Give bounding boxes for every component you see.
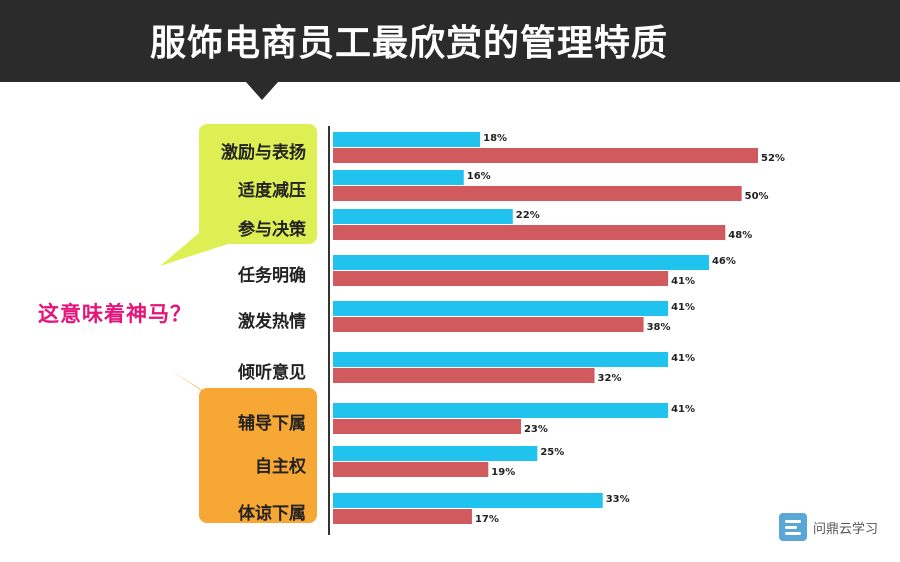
data-label-series-1-3: 22%	[516, 210, 540, 221]
data-label-series-2-9: 17%	[475, 514, 499, 525]
data-label-series-1-5: 41%	[671, 302, 695, 313]
bar-series-2-2	[333, 186, 742, 201]
callout-green	[199, 124, 317, 244]
data-label-series-1-2: 16%	[467, 171, 491, 182]
category-label-1: 激励与表扬	[221, 143, 306, 163]
bar-series-2-4	[333, 271, 669, 286]
bar-series-1-9	[333, 493, 603, 508]
category-label-8: 自主权	[255, 457, 306, 477]
bar-series-1-3	[333, 209, 513, 224]
data-label-series-1-9: 33%	[606, 494, 630, 505]
bar-series-2-1	[333, 148, 758, 163]
data-label-series-2-1: 52%	[761, 153, 785, 164]
bar-series-2-7	[333, 419, 521, 434]
bar-series-1-8	[333, 446, 538, 461]
logo-text: 问鼎云学习	[813, 521, 879, 537]
category-label-6: 倾听意见	[238, 363, 306, 383]
data-label-series-2-4: 41%	[671, 276, 695, 287]
page-title: 服饰电商员工最欣赏的管理特质	[150, 23, 669, 64]
logo-icon	[779, 513, 807, 541]
data-label-series-1-6: 41%	[671, 353, 695, 364]
data-label-series-1-4: 46%	[712, 256, 736, 267]
bar-series-1-5	[333, 301, 669, 316]
category-label-7: 辅导下属	[238, 414, 306, 434]
bar-series-1-1	[333, 132, 481, 147]
category-label-9: 体谅下属	[238, 504, 306, 524]
bar-series-1-2	[333, 170, 464, 185]
bar-series-2-6	[333, 368, 595, 383]
data-label-series-2-5: 38%	[647, 322, 671, 333]
data-label-series-2-3: 48%	[728, 230, 752, 241]
data-label-series-2-2: 50%	[745, 191, 769, 202]
bar-series-2-8	[333, 462, 489, 477]
bar-series-1-6	[333, 352, 669, 367]
category-label-3: 参与决策	[238, 220, 306, 240]
data-label-series-2-7: 23%	[524, 424, 548, 435]
data-label-series-2-8: 19%	[491, 467, 515, 478]
title-bar-pointer	[246, 82, 278, 100]
bar-series-2-5	[333, 317, 644, 332]
category-label-2: 适度减压	[238, 181, 306, 201]
title-bar: 服饰电商员工最欣赏的管理特质	[0, 0, 900, 82]
logo: 问鼎云学习	[779, 513, 878, 541]
bar-series-1-4	[333, 255, 709, 270]
data-label-series-1-7: 41%	[671, 404, 695, 415]
category-label-4: 任务明确	[238, 266, 306, 286]
bar-series-1-7	[333, 403, 669, 418]
data-label-series-1-8: 25%	[540, 447, 564, 458]
category-label-5: 激发热情	[238, 312, 306, 332]
bar-series-2-3	[333, 225, 726, 240]
data-label-series-2-6: 32%	[598, 373, 622, 384]
side-question: 这意味着神马？	[38, 302, 192, 326]
data-label-series-1-1: 18%	[483, 133, 507, 144]
callout-orange	[199, 388, 317, 523]
bar-series-2-9	[333, 509, 472, 524]
